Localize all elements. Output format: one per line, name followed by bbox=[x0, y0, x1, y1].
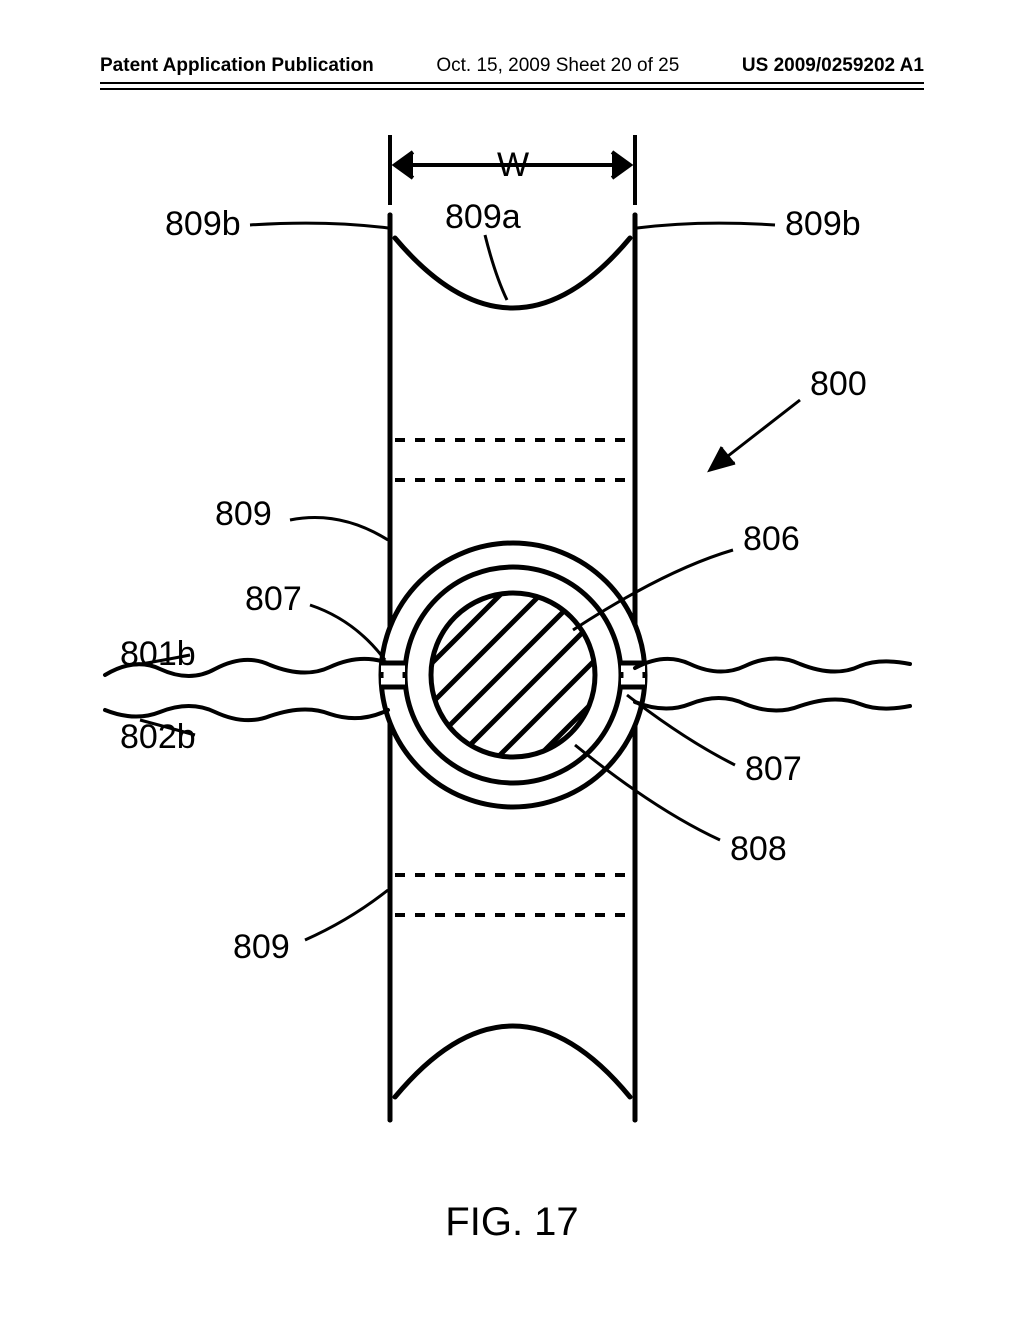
figure-caption: FIG. 17 bbox=[0, 1200, 1024, 1245]
ref-809b-right: 809b bbox=[785, 205, 861, 243]
ref-806: 806 bbox=[743, 520, 800, 558]
ref-800: 800 bbox=[810, 365, 867, 403]
ref-807-right: 807 bbox=[745, 750, 802, 788]
header-left: Patent Application Publication bbox=[100, 55, 374, 79]
header-center: Oct. 15, 2009 Sheet 20 of 25 bbox=[436, 55, 679, 79]
header-right: US 2009/0259202 A1 bbox=[742, 55, 924, 79]
dim-label: W bbox=[497, 146, 529, 184]
ref-809a: 809a bbox=[445, 198, 521, 236]
ref-808: 808 bbox=[730, 830, 787, 868]
patent-page: Patent Application Publication Oct. 15, … bbox=[0, 0, 1024, 1320]
header-rule bbox=[100, 88, 924, 90]
ref-802b: 802b bbox=[120, 718, 196, 756]
ref-809-ll: 809 bbox=[233, 928, 290, 966]
ref-809-ul: 809 bbox=[215, 495, 272, 533]
ref-809b-left: 809b bbox=[165, 205, 241, 243]
ref-807-left: 807 bbox=[245, 580, 302, 618]
header-rule bbox=[100, 82, 924, 84]
ref-801b: 801b bbox=[120, 635, 196, 673]
page-header: Patent Application Publication Oct. 15, … bbox=[100, 55, 924, 79]
figure-17: W bbox=[95, 120, 930, 1200]
